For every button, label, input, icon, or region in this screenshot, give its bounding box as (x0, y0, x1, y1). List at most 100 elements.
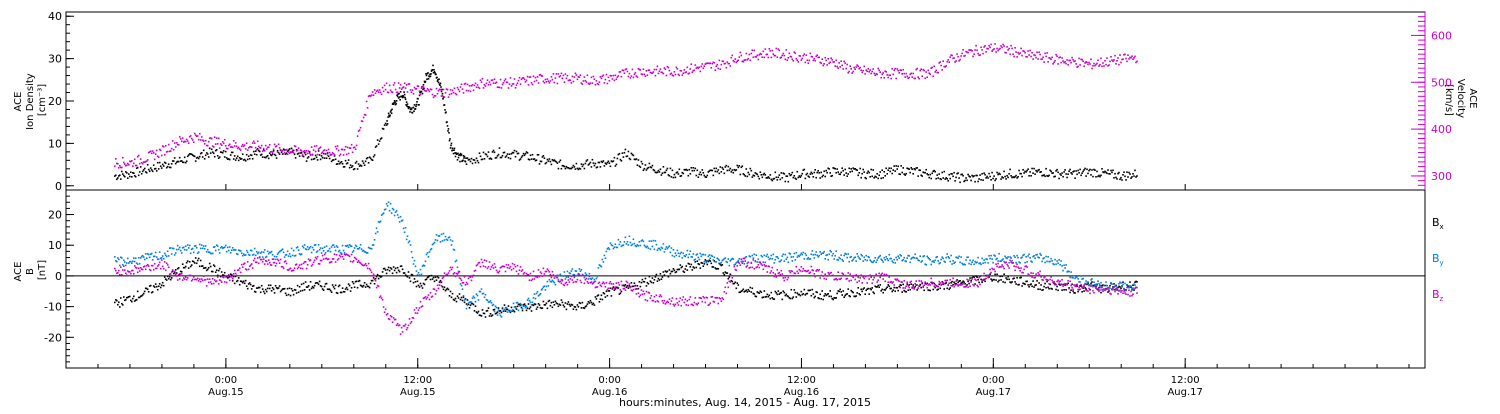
bx-point (1109, 285, 1111, 287)
velocity-point (194, 133, 196, 135)
bz-point (643, 291, 645, 293)
velocity-point (999, 48, 1001, 50)
by-point (784, 260, 786, 262)
ion-density-point (814, 169, 816, 171)
by-point (729, 265, 731, 267)
velocity-point (279, 147, 281, 149)
bx-point (426, 278, 428, 280)
ion-density-point (426, 75, 428, 77)
legend-bx: Bx (1432, 216, 1444, 231)
by-point (272, 254, 274, 256)
by-point (652, 246, 654, 248)
bz-point (199, 278, 201, 280)
velocity-point (649, 69, 651, 71)
ion-density-point (599, 162, 601, 164)
bz-point (621, 281, 623, 283)
by-point (638, 245, 640, 247)
bx-point (174, 272, 176, 274)
velocity-point (729, 63, 731, 65)
by-point (502, 307, 504, 309)
ion-density-point (952, 176, 954, 178)
by-point (1023, 254, 1025, 256)
by-point (376, 228, 378, 230)
ion-density-point (1050, 171, 1052, 173)
bz-point (396, 325, 398, 327)
bz-point (664, 300, 666, 302)
bz-point (538, 269, 540, 271)
bx-point (796, 296, 798, 298)
velocity-point (355, 148, 357, 150)
ion-density-point (590, 162, 592, 164)
velocity-point (942, 60, 944, 62)
bx-point (341, 292, 343, 294)
velocity-point (193, 141, 195, 143)
ion-density-point (782, 177, 784, 179)
bx-point (547, 308, 549, 310)
ion-density-point (1100, 175, 1102, 177)
by-point (805, 253, 807, 255)
velocity-point (801, 59, 803, 61)
velocity-point (1083, 66, 1085, 68)
velocity-point (980, 47, 982, 49)
bx-point (884, 289, 886, 291)
by-point (151, 253, 153, 255)
bx-point (217, 275, 219, 277)
bx-point (265, 289, 267, 291)
velocity-point (1127, 54, 1129, 56)
by-point (258, 252, 260, 254)
bx-point (663, 271, 665, 273)
ion-density-point (445, 111, 447, 113)
bx-point (416, 286, 418, 288)
by-point (313, 249, 315, 251)
bx-point (290, 295, 292, 297)
bx-point (1038, 282, 1040, 284)
by-point (496, 307, 498, 309)
bx-point (816, 292, 818, 294)
velocity-point (605, 79, 607, 81)
ion-density-point (446, 121, 448, 123)
ion-density-point (981, 173, 983, 175)
by-point (342, 245, 344, 247)
ion-density-point (449, 138, 451, 140)
bx-point (807, 293, 809, 295)
by-point (254, 248, 256, 250)
velocity-point (995, 51, 997, 53)
bx-point (444, 286, 446, 288)
by-point (186, 249, 188, 251)
by-point (771, 255, 773, 257)
bx-point (171, 277, 173, 279)
by-point (598, 267, 600, 269)
bx-point (891, 291, 893, 293)
by-point (806, 255, 808, 257)
bz-point (556, 275, 558, 277)
ion-density-point (881, 169, 883, 171)
velocity-point (508, 87, 510, 89)
bz-point (487, 268, 489, 270)
velocity-point (829, 62, 831, 64)
velocity-point (465, 83, 467, 85)
bz-point (475, 270, 477, 272)
bx-point (1004, 282, 1006, 284)
by-point (1041, 261, 1043, 263)
bx-point (685, 268, 687, 270)
velocity-point (871, 71, 873, 73)
bx-point (255, 291, 257, 293)
top-left-tick-label: 40 (48, 10, 62, 23)
bz-point (119, 274, 121, 276)
by-point (132, 261, 134, 263)
bz-point (577, 279, 579, 281)
velocity-point (514, 78, 516, 80)
ion-density-point (831, 175, 833, 177)
by-point (519, 305, 521, 307)
by-point (442, 240, 444, 242)
velocity-point (347, 147, 349, 149)
bx-point (374, 283, 376, 285)
bx-point (1091, 281, 1093, 283)
ion-density-point (752, 176, 754, 178)
ion-density-point (993, 175, 995, 177)
ion-density-point (141, 173, 143, 175)
bz-point (454, 272, 456, 274)
velocity-point (117, 163, 119, 165)
by-point (275, 259, 277, 261)
ion-density-point (275, 155, 277, 157)
